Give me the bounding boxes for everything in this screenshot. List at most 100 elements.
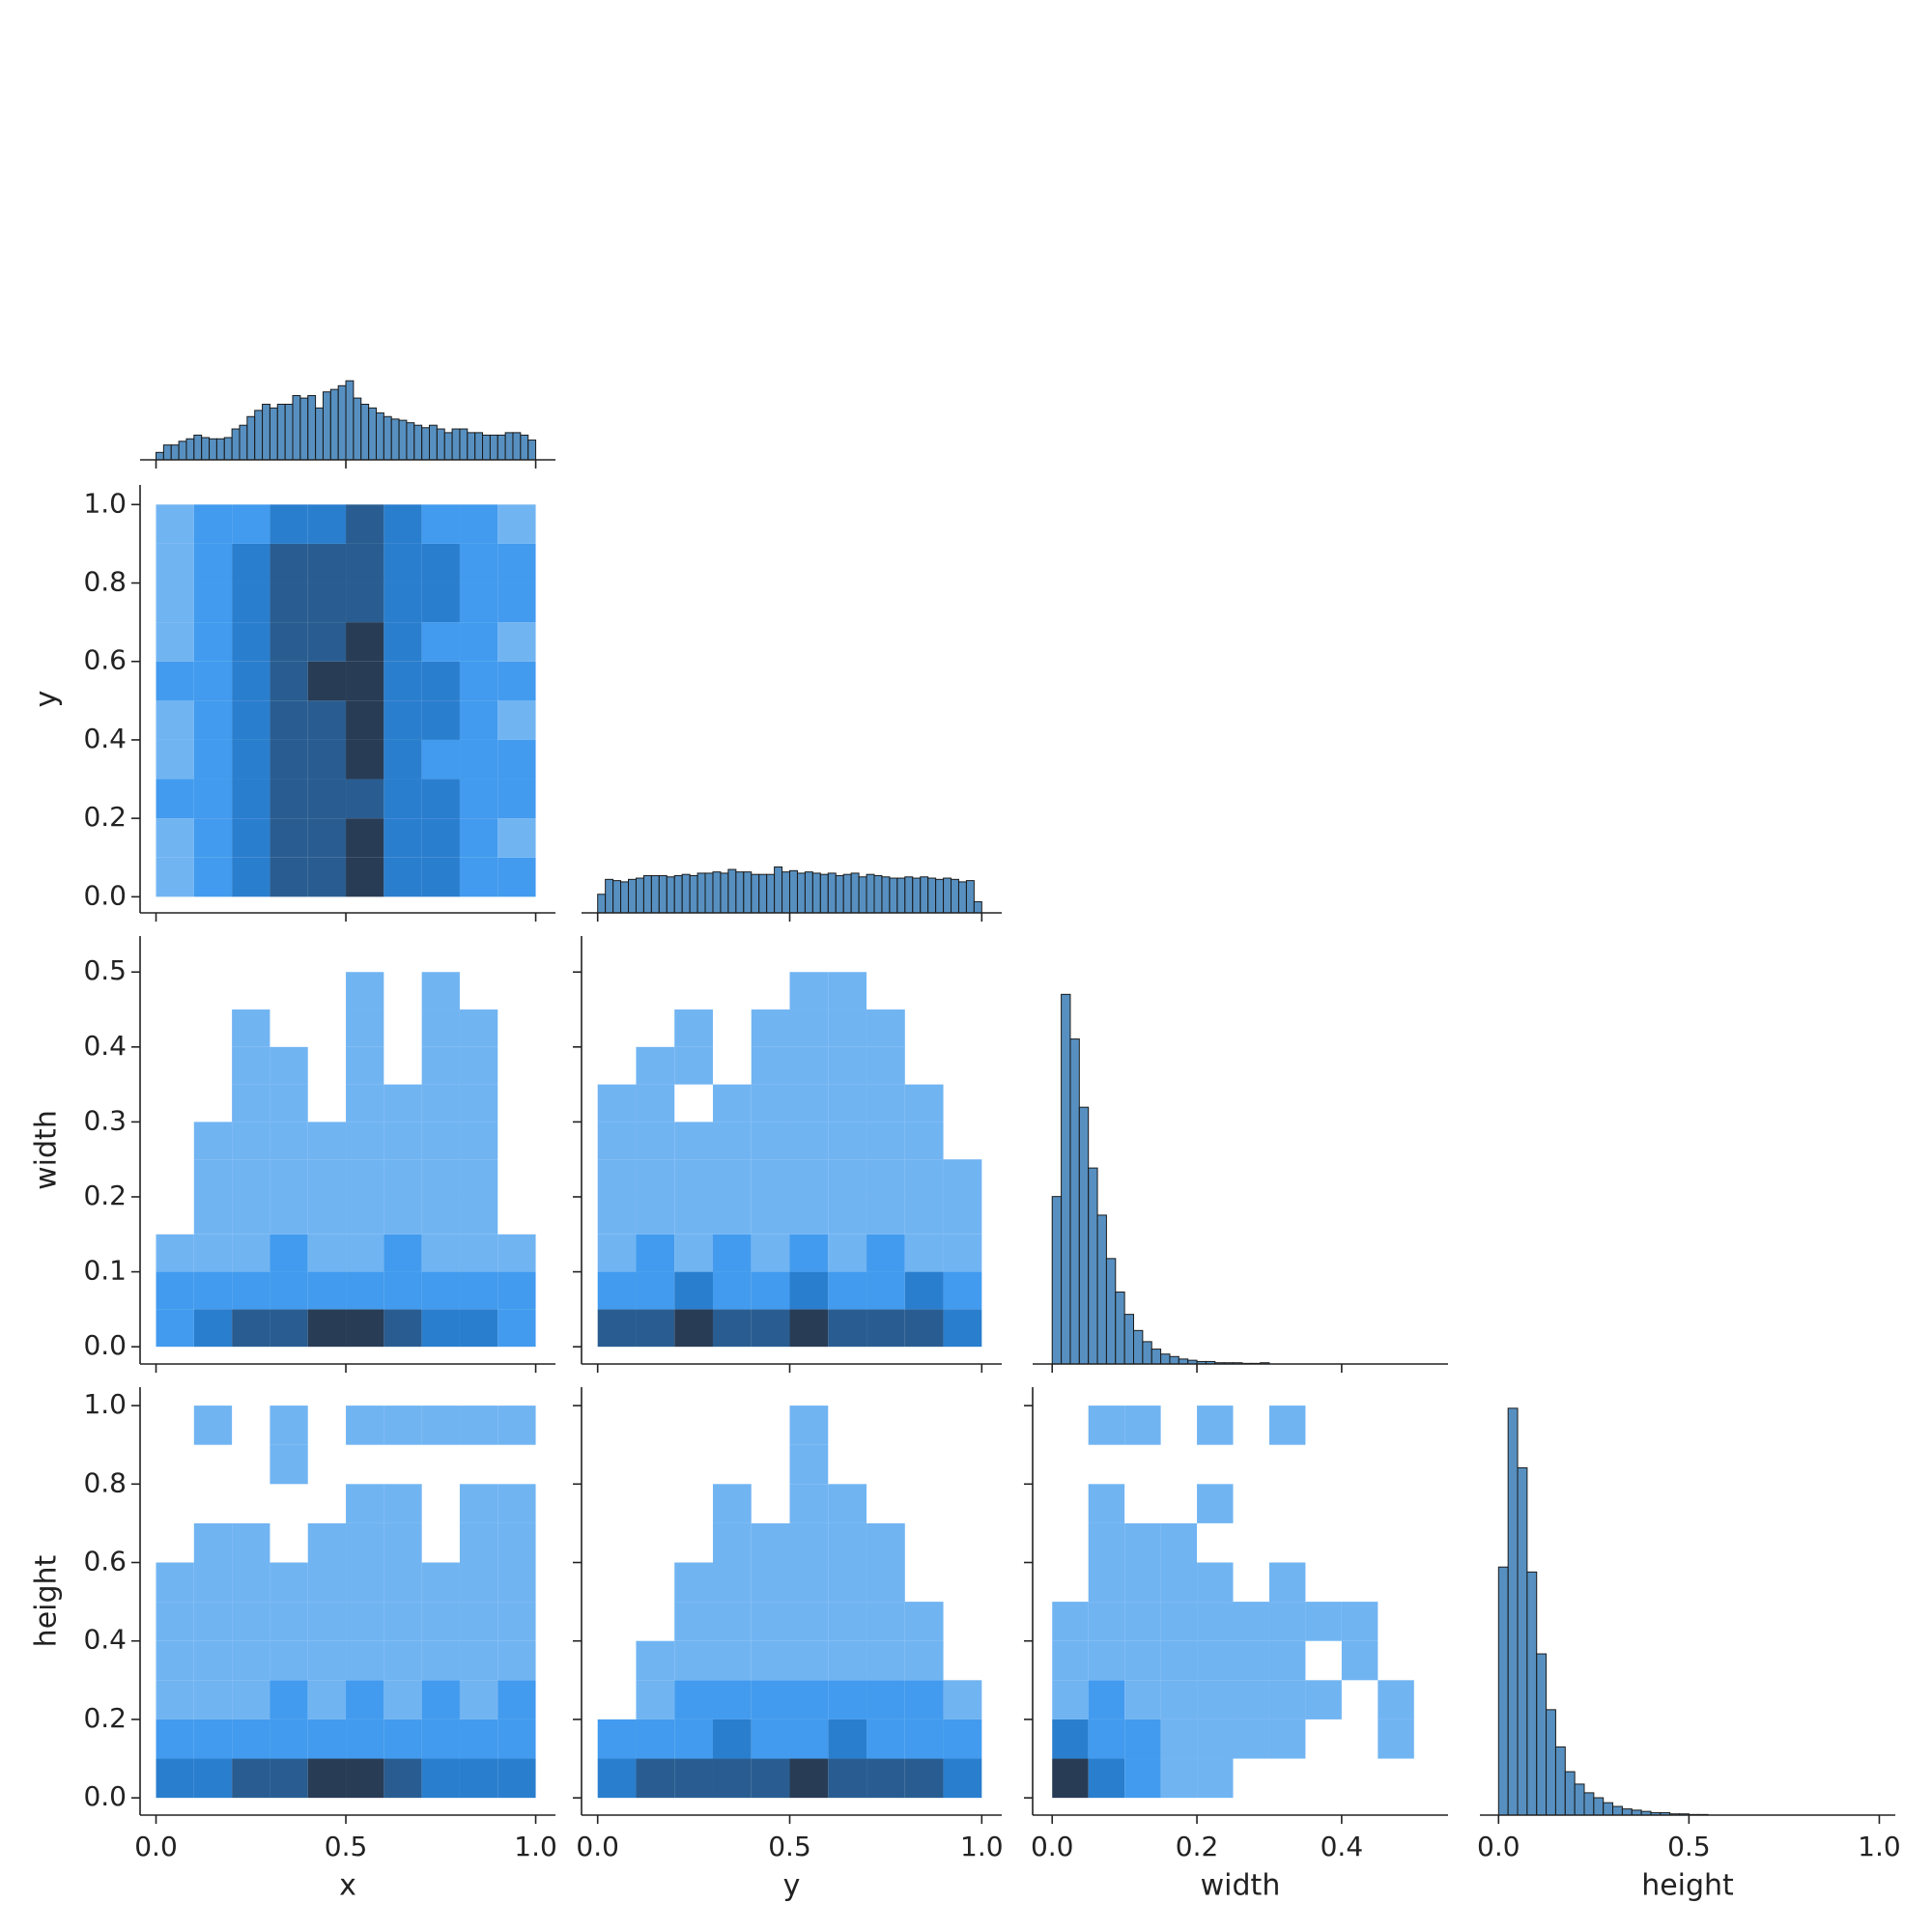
hist2d-cell bbox=[712, 1234, 752, 1272]
hist2d-cell bbox=[751, 1309, 790, 1348]
hist2d-cell bbox=[422, 1523, 460, 1563]
hist2d-cell bbox=[156, 1122, 194, 1159]
hist2d-cell bbox=[1124, 1640, 1161, 1681]
hist2d-cell bbox=[346, 1640, 384, 1681]
y-tick-label: 0.3 bbox=[83, 1104, 127, 1136]
hist2d-cell bbox=[232, 1484, 270, 1523]
hist2d-cell bbox=[346, 700, 384, 740]
hist2d-cell bbox=[905, 1484, 944, 1523]
hist2d-cell bbox=[1305, 1484, 1341, 1523]
hist2d-cell bbox=[751, 1602, 790, 1641]
hist2d-cell bbox=[156, 582, 194, 623]
hist2d-cell bbox=[828, 1122, 867, 1160]
hist2d-cell bbox=[1305, 1563, 1341, 1603]
hist2d-cell bbox=[193, 1309, 233, 1348]
hist2d-cell bbox=[346, 818, 384, 858]
hist2d-cell bbox=[1234, 1484, 1269, 1523]
hist-bar bbox=[231, 428, 241, 461]
hist2d-cell bbox=[346, 543, 384, 583]
hist2d-cell bbox=[497, 857, 536, 897]
hist2d-cell bbox=[270, 700, 308, 740]
hist2d-cell bbox=[1268, 1562, 1306, 1603]
hist2d-cell bbox=[232, 1640, 270, 1681]
hist2d-cell bbox=[789, 1271, 829, 1310]
hist2d-cell bbox=[307, 779, 347, 819]
hist2d-cell bbox=[421, 582, 460, 623]
hist2d-cell bbox=[307, 543, 347, 583]
hist2d-cell bbox=[867, 1445, 905, 1485]
hist2d-cell bbox=[270, 1159, 308, 1197]
hist2d-cell bbox=[712, 1602, 752, 1641]
hist2d-cell bbox=[1124, 1719, 1161, 1759]
hist2d-cell bbox=[346, 1406, 384, 1445]
hist2d-cell bbox=[232, 622, 270, 662]
hist2d-cell bbox=[636, 1159, 675, 1197]
hist2d-cell bbox=[944, 1641, 982, 1681]
y-tick-label: 0.0 bbox=[83, 1329, 127, 1361]
hist2d-cell bbox=[636, 1271, 675, 1310]
hist2d-cell bbox=[751, 1046, 790, 1085]
hist2d-cell bbox=[270, 582, 308, 623]
hist2d-cell bbox=[636, 1009, 674, 1047]
hist2d-cell bbox=[307, 661, 347, 701]
hist2d-cell bbox=[1342, 1759, 1378, 1799]
hist2d-cell bbox=[232, 504, 270, 544]
hist2d-cell bbox=[421, 1159, 460, 1197]
hist2d-cell bbox=[1378, 1406, 1413, 1445]
hist2d-cell bbox=[346, 1234, 384, 1272]
hist2d-cell bbox=[789, 1602, 829, 1641]
hist2d-cell bbox=[193, 1758, 233, 1799]
hist2d-cell bbox=[867, 1159, 905, 1197]
y-tick-label: 0.8 bbox=[83, 566, 127, 598]
hist2d-cell bbox=[232, 1309, 270, 1348]
hist2d-cell bbox=[713, 1406, 752, 1445]
hist-bar bbox=[650, 874, 660, 914]
hist2d-cell bbox=[1197, 1484, 1234, 1523]
hist2d-cell bbox=[156, 1680, 194, 1719]
hist-bar bbox=[1517, 1466, 1528, 1816]
hist2d-cell bbox=[1268, 1602, 1306, 1641]
hist2d-cell bbox=[789, 1009, 829, 1047]
hist-bar bbox=[284, 403, 294, 461]
hist2d-cell bbox=[674, 1758, 713, 1799]
hist2d-cell bbox=[459, 582, 498, 623]
hist2d-cell bbox=[384, 1122, 422, 1160]
x-axis-label: x bbox=[339, 1869, 356, 1903]
hist-bar bbox=[406, 422, 415, 461]
hist-bar bbox=[467, 432, 476, 461]
hist2d-cell bbox=[943, 1309, 982, 1348]
hist-bar bbox=[474, 432, 484, 461]
hist2d-cell bbox=[943, 1234, 982, 1272]
hist-bar bbox=[1078, 1106, 1090, 1365]
hist2d-cell bbox=[1124, 1562, 1161, 1603]
hist2d-cell bbox=[598, 972, 637, 1009]
hist2d-cell bbox=[1269, 1445, 1305, 1485]
hist2d-cell bbox=[384, 504, 422, 544]
hist2d-cell bbox=[712, 1159, 752, 1197]
hist2d-cell bbox=[156, 1719, 194, 1759]
hist2d-cell bbox=[421, 1084, 460, 1122]
hist2d-cell bbox=[674, 1234, 713, 1272]
hist2d-cell bbox=[1233, 1719, 1269, 1759]
hist2d-cell bbox=[193, 1196, 233, 1235]
hist2d-cell bbox=[636, 1563, 674, 1603]
hist2d-cell bbox=[751, 1009, 790, 1047]
hist2d-cell bbox=[1088, 1640, 1125, 1681]
hist2d-cell bbox=[307, 1159, 347, 1197]
hist2d-cell bbox=[867, 1196, 905, 1235]
hist2d-cell bbox=[459, 1406, 498, 1445]
hist2d-cell bbox=[712, 1484, 752, 1523]
hist2d-cell bbox=[1197, 1640, 1234, 1681]
hist-bar bbox=[1546, 1709, 1556, 1816]
hist2d-cell bbox=[421, 1271, 460, 1310]
hist2d-cell bbox=[307, 1680, 347, 1719]
hist2d-cell bbox=[1052, 1406, 1088, 1445]
hist2d-cell bbox=[421, 1602, 460, 1641]
hist2d-cell bbox=[497, 779, 536, 819]
hist2d-cell bbox=[1378, 1602, 1413, 1641]
hist2d-cell bbox=[1342, 1406, 1378, 1445]
hist2d-cell bbox=[270, 739, 308, 780]
hist2d-cell bbox=[1233, 1602, 1269, 1641]
hist2d-cell bbox=[384, 1758, 422, 1799]
hist-bar bbox=[360, 403, 370, 461]
